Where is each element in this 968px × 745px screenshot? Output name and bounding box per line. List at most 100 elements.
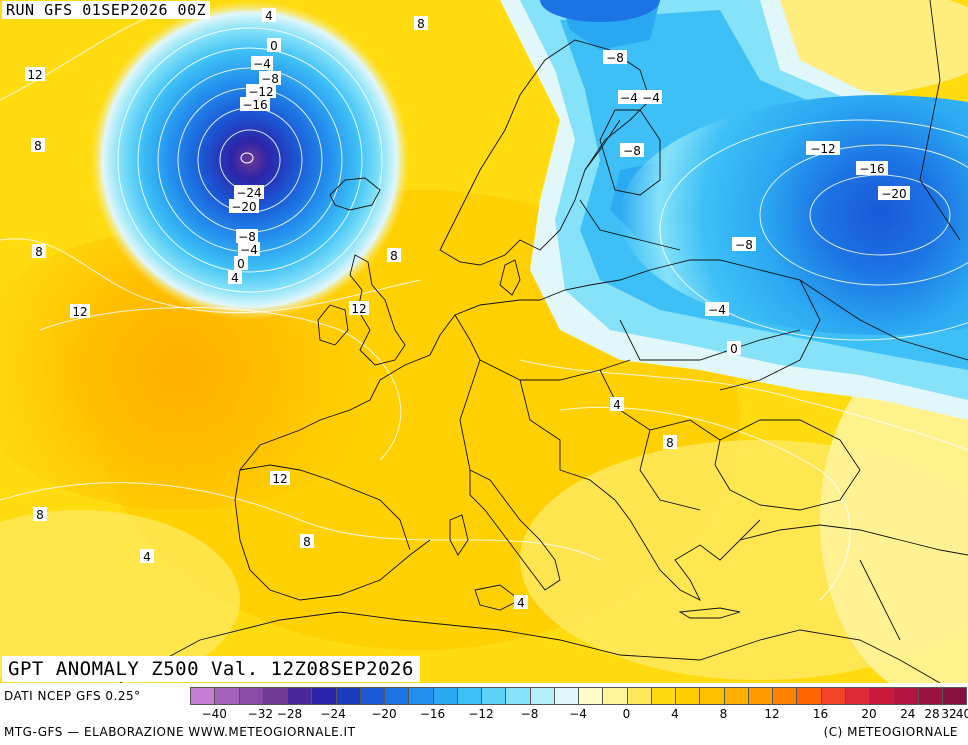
legend-tick-label: 12 [764, 707, 780, 721]
svg-text:0: 0 [237, 257, 245, 271]
legend-swatch [699, 687, 725, 705]
svg-text:8: 8 [666, 436, 674, 450]
svg-text:12: 12 [72, 305, 87, 319]
legend-swatch [553, 687, 579, 705]
legend-swatch [602, 687, 628, 705]
legend-tick-label: 20 [861, 707, 877, 721]
anomaly-map: 4 8 12 0 −4 −8 −12 −16 8 −24 −20 −8 −4 0… [0, 0, 968, 683]
contour-label: 8 [414, 16, 428, 31]
legend-swatch [844, 687, 870, 705]
legend-swatch [820, 687, 846, 705]
legend-tick-label: 16 [812, 707, 829, 721]
svg-text:−20: −20 [231, 200, 256, 214]
contour-label: 4 [610, 397, 624, 412]
contour-label: −4 [618, 90, 640, 105]
svg-text:−16: −16 [242, 98, 267, 112]
svg-text:4: 4 [517, 596, 525, 610]
svg-text:−4: −4 [240, 243, 258, 257]
svg-text:8: 8 [34, 139, 42, 153]
contour-label: 4 [514, 595, 528, 610]
contour-label: −12 [806, 141, 840, 156]
legend-tick-label: −8 [520, 707, 539, 721]
credit-left: MTG-GFS — ELABORAZIONE WWW.METEOGIORNALE… [4, 725, 356, 739]
color-legend [190, 687, 967, 705]
footer: DATI NCEP GFS 0.25° −40 −32 −28 −24 −20 −16 −1… [0, 683, 968, 745]
legend-swatch [408, 687, 434, 705]
svg-text:8: 8 [35, 245, 43, 259]
contour-label: −8 [236, 229, 258, 244]
legend-tick-label: −32 [247, 707, 273, 721]
legend-swatch [359, 687, 385, 705]
legend-tick-label: 4 [671, 707, 679, 721]
contour-label-group: 4 8 12 0 −4 −8 −12 −16 8 −24 −20 −8 −4 0… [25, 8, 910, 610]
contour-label: 12 [70, 304, 90, 319]
svg-text:−8: −8 [735, 238, 753, 252]
legend-swatch [747, 687, 773, 705]
contour-label: −24 [234, 185, 264, 200]
legend-tick-label: 32 [941, 707, 957, 721]
svg-text:−4: −4 [253, 57, 271, 71]
legend-swatch [238, 687, 264, 705]
contour-label: −12 [246, 84, 276, 99]
legend-ticks: −40 −32 −28 −24 −20 −16 −12 −8 −4 0 4 8 12 16 20 24 28 32… [190, 707, 968, 723]
svg-text:−12: −12 [248, 85, 273, 99]
legend-tick-label: −28 [276, 707, 303, 721]
contour-label: 0 [234, 256, 248, 271]
svg-text:−8: −8 [606, 51, 624, 65]
svg-text:8: 8 [303, 535, 311, 549]
legend-swatch [311, 687, 337, 705]
contour-label: −4 [251, 56, 273, 71]
legend-tick-label: −24 [320, 707, 346, 721]
contour-label: 0 [727, 341, 741, 356]
contour-label: −16 [240, 97, 270, 112]
svg-text:−24: −24 [236, 186, 261, 200]
svg-text:−4: −4 [708, 303, 726, 317]
data-source: DATI NCEP GFS 0.25° [4, 689, 141, 703]
legend-swatch [384, 687, 410, 705]
svg-text:4: 4 [613, 398, 621, 412]
legend-swatch [335, 687, 361, 705]
contour-label: 8 [31, 138, 45, 153]
contour-label: −20 [878, 186, 910, 201]
svg-text:−8: −8 [623, 144, 641, 158]
legend-tick-label: 24 [900, 707, 916, 721]
legend-tick-label: −40 [201, 707, 227, 721]
legend-swatch [456, 687, 482, 705]
legend-tick-label: −16 [419, 707, 446, 721]
map-title: GPT ANOMALY Z500 Val. 12Z08SEP2026 [2, 656, 420, 682]
contour-label: 0 [267, 38, 281, 53]
legend-tick-label: 8 [719, 707, 728, 721]
contour-label: 12 [349, 301, 369, 316]
svg-text:8: 8 [36, 508, 44, 522]
run-label: RUN GFS 01SEP2026 00Z [2, 1, 211, 19]
legend-swatch [578, 687, 604, 705]
contour-label: 12 [25, 67, 45, 82]
contour-label: 8 [387, 248, 401, 263]
legend-swatch [626, 687, 652, 705]
svg-text:12: 12 [351, 302, 366, 316]
svg-text:0: 0 [730, 342, 738, 356]
contour-label: 4 [228, 270, 242, 285]
legend-tick-label: 40 [955, 707, 968, 721]
legend-swatch [772, 687, 798, 705]
legend-tick-label: −12 [468, 707, 494, 721]
contour-label: 4 [262, 8, 276, 23]
contour-label: 12 [270, 471, 290, 486]
svg-text:−4: −4 [642, 91, 660, 105]
svg-text:−8: −8 [261, 72, 279, 86]
legend-swatch [505, 687, 531, 705]
legend-tick-label: 0 [622, 707, 631, 721]
legend-swatch [675, 687, 701, 705]
legend-swatch [214, 687, 240, 705]
coastlines [119, 0, 968, 683]
contour-label: −8 [620, 143, 644, 158]
contour-label: 8 [33, 507, 47, 522]
svg-text:4: 4 [265, 9, 273, 23]
legend-swatch [190, 687, 216, 705]
contour-label: −8 [732, 237, 756, 252]
svg-text:12: 12 [27, 68, 42, 82]
contour-label: −4 [705, 302, 729, 317]
legend-swatch [650, 687, 676, 705]
legend-tick-label: 28 [924, 707, 940, 721]
contour-label: −4 [640, 90, 662, 105]
